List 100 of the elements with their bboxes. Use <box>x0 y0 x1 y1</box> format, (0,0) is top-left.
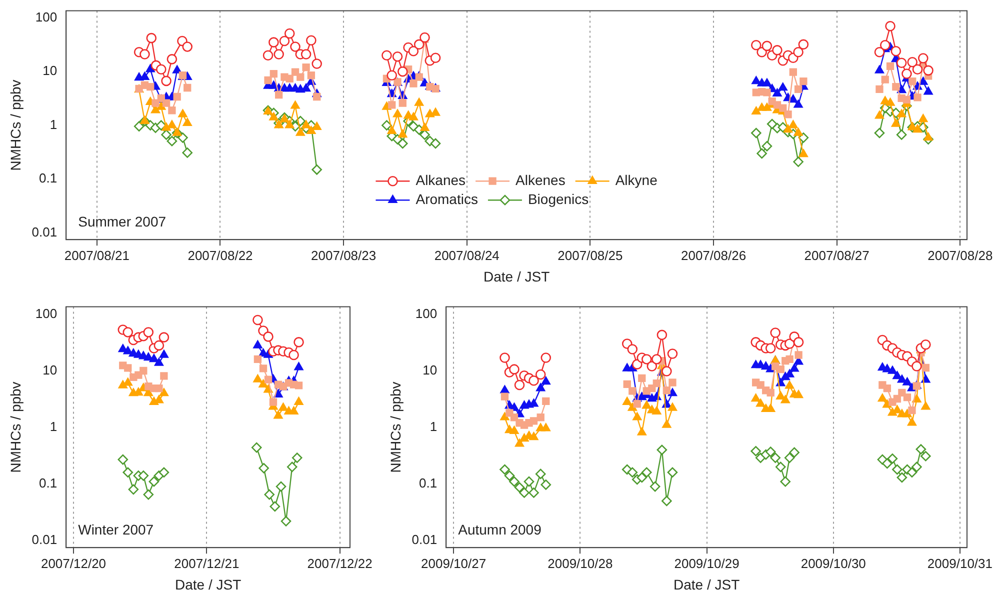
point <box>500 464 510 475</box>
point <box>890 46 902 56</box>
point <box>269 398 278 406</box>
point <box>274 389 283 398</box>
point <box>752 106 761 115</box>
point <box>766 388 774 397</box>
point <box>312 122 322 130</box>
point <box>270 501 280 512</box>
point <box>161 130 172 140</box>
point <box>388 101 396 109</box>
point <box>166 136 178 146</box>
point <box>414 98 424 106</box>
y-tick-label: 0.01 <box>32 532 58 548</box>
point <box>662 366 672 376</box>
point <box>541 423 550 432</box>
point <box>259 364 268 372</box>
point <box>886 98 895 106</box>
point <box>254 355 262 364</box>
point <box>897 109 906 118</box>
point <box>637 427 646 436</box>
point <box>765 446 776 457</box>
point <box>294 362 304 370</box>
point <box>149 354 158 362</box>
point <box>793 46 804 58</box>
point <box>780 476 791 487</box>
point <box>408 112 418 120</box>
point <box>420 130 430 140</box>
point <box>892 83 900 91</box>
point <box>514 438 524 447</box>
point <box>540 352 552 363</box>
point <box>161 76 172 86</box>
point <box>143 327 154 338</box>
y-axis-title: NMHCs / ppbv <box>7 80 24 171</box>
point <box>628 387 636 395</box>
point <box>148 476 160 487</box>
annotation: Winter 2007 <box>78 521 154 538</box>
point <box>662 420 672 428</box>
point <box>420 122 430 131</box>
point <box>306 35 316 46</box>
point <box>258 379 268 388</box>
point <box>123 346 132 354</box>
point <box>519 488 530 498</box>
point <box>280 516 292 526</box>
point <box>885 20 896 32</box>
point <box>167 120 176 128</box>
y-tick-label: 100 <box>35 9 58 24</box>
point <box>628 402 637 411</box>
point <box>182 148 193 158</box>
point <box>382 120 392 130</box>
point <box>530 417 538 425</box>
x-axis-title: Date / JST <box>174 576 242 592</box>
point <box>798 39 809 50</box>
point <box>290 42 300 52</box>
point <box>668 402 678 411</box>
point <box>776 366 784 374</box>
point <box>874 46 885 58</box>
point <box>881 76 889 84</box>
point <box>398 138 408 149</box>
point <box>162 99 170 107</box>
point <box>274 49 284 60</box>
x-tick-label: 2007/08/26 <box>680 248 746 263</box>
point <box>158 467 170 478</box>
point <box>772 88 782 96</box>
point <box>912 124 922 133</box>
point <box>143 489 154 500</box>
x-tick-label: 2007/08/24 <box>434 248 500 263</box>
point <box>788 120 798 128</box>
point <box>641 354 652 364</box>
y-tick-label: 1 <box>430 418 438 434</box>
point <box>184 84 192 92</box>
point <box>274 410 283 419</box>
point <box>923 65 934 76</box>
legend-label: Alkanes <box>416 172 466 188</box>
point <box>627 467 638 478</box>
point <box>430 138 441 149</box>
point <box>750 446 761 456</box>
point <box>794 390 804 398</box>
point <box>150 105 160 114</box>
point <box>878 394 887 402</box>
point <box>874 65 884 74</box>
point <box>646 361 658 372</box>
point <box>302 120 311 128</box>
point <box>286 462 298 472</box>
point <box>269 112 278 120</box>
point <box>290 100 300 109</box>
x-axis-title: Date / JST <box>483 268 550 284</box>
point <box>874 128 885 138</box>
point <box>510 414 518 422</box>
point <box>770 328 780 338</box>
point <box>382 50 392 61</box>
point <box>312 164 322 175</box>
y-tick-label: 100 <box>415 306 438 321</box>
y-tick-label: 0.01 <box>32 224 58 240</box>
point <box>387 126 396 134</box>
point <box>892 464 902 475</box>
x-tick-label: 2007/08/25 <box>558 248 623 263</box>
point <box>662 496 672 506</box>
point <box>540 480 552 490</box>
x-tick-label: 2009/10/29 <box>674 556 740 571</box>
point <box>296 73 304 81</box>
